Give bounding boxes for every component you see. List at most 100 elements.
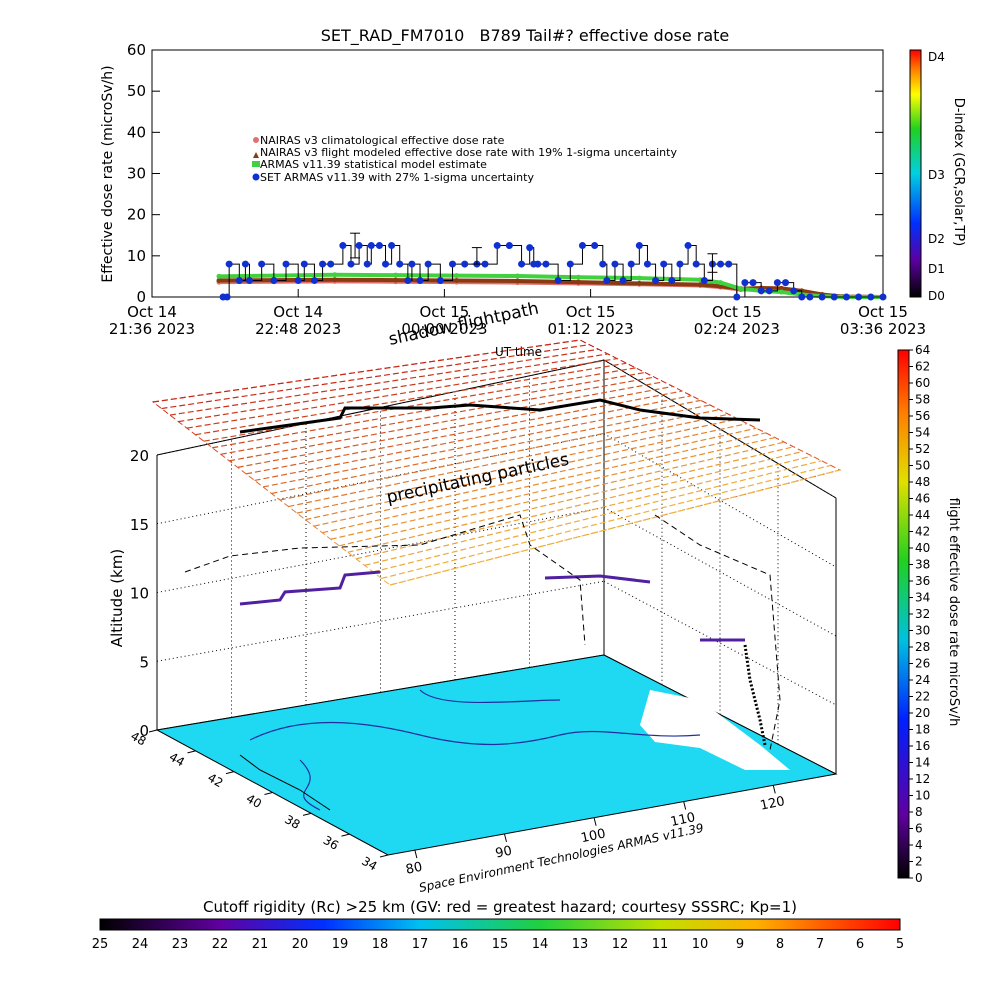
data-point	[603, 277, 611, 285]
legend-marker	[252, 173, 260, 181]
data-point	[355, 242, 363, 250]
data-point	[436, 277, 444, 285]
data-point	[790, 287, 798, 295]
colorbar-tick-label: 8	[776, 937, 784, 952]
altitude-tick-label: 15	[130, 516, 149, 534]
y-axis-label: Effective dose rate (microSv/h)	[100, 65, 116, 282]
plane-hatch-line	[296, 418, 738, 514]
data-point	[505, 242, 513, 250]
colorbar-tick-label: 52	[915, 442, 930, 456]
data-point	[270, 277, 278, 285]
colorbar-ticks: 25 24 23 22 21 20 19 18 17 16 15 14 13 12 11 10 9 8 7 6 5	[92, 937, 904, 952]
flightpath-3d-plot: shadow flightpath precipitating particle…	[108, 299, 842, 895]
plane-hatch-line	[305, 422, 748, 521]
lat-tick-label: 38	[282, 812, 302, 832]
lon-tick-label: 90	[494, 843, 513, 861]
longitude-ticks: 80 90 100 110 120	[405, 785, 786, 878]
lat-tick-mark	[187, 750, 196, 754]
plane-hatch-line	[356, 450, 803, 560]
altitude-ticks: 0 5 10 15 20	[130, 447, 149, 740]
lon-tick-label: 80	[405, 860, 424, 878]
plane-hatch-line	[237, 385, 673, 468]
legend-item-set-armas: SET ARMAS v11.39 with 27% 1-sigma uncert…	[252, 171, 534, 184]
x-tick-label: Oct 15	[712, 303, 762, 321]
data-point	[388, 242, 396, 250]
colorbar-tick-label: 62	[915, 360, 930, 374]
gridline	[603, 507, 837, 637]
border-lines	[249, 689, 701, 811]
data-point	[806, 293, 814, 301]
data-point	[241, 260, 249, 268]
lat-tick-mark	[148, 729, 158, 733]
data-point	[393, 272, 399, 278]
data-point	[424, 260, 432, 268]
plane-hatch-line	[381, 464, 831, 580]
colorbar-tick-label: 40	[915, 541, 930, 555]
data-point	[879, 293, 887, 301]
lat-tick-label: 36	[321, 833, 341, 853]
dose-rate-colorbar: 0246810121416182022242628303234363840424…	[897, 343, 961, 885]
y-tick-label: 40	[127, 123, 146, 141]
lon-tick-mark	[772, 785, 776, 794]
x-tick-label: Oct 14	[273, 303, 323, 321]
colorbar-tick-label: 54	[915, 426, 930, 440]
data-point	[773, 279, 781, 287]
plane-hatch-line	[389, 469, 841, 586]
gridline	[603, 359, 837, 499]
plane-hatch-line	[212, 371, 646, 449]
data-point	[515, 278, 520, 284]
x-axis-label-ut: UT time	[495, 345, 542, 359]
data-point	[855, 293, 863, 301]
colorbar-tick-label: 30	[915, 624, 930, 638]
data-point	[599, 260, 607, 268]
data-point	[454, 273, 460, 279]
plane-hatch-line	[372, 460, 822, 573]
lon-tick-label: 110	[669, 810, 696, 830]
lat-tick-label: 44	[167, 750, 187, 770]
lon-tick-mark	[593, 817, 597, 826]
gridline	[603, 433, 837, 568]
plane-hatch-line	[169, 348, 599, 416]
shadow-flightpath-line	[239, 398, 761, 434]
colorbar-tick-label: 26	[915, 657, 930, 671]
data-point	[461, 260, 469, 268]
map-ground	[155, 654, 838, 856]
data-point	[718, 280, 724, 286]
plane-hatch-line	[279, 409, 720, 501]
legend-marker	[252, 161, 260, 167]
data-point	[554, 277, 562, 285]
plane-hatch-line	[186, 357, 618, 429]
error-bars	[350, 232, 718, 273]
data-point	[830, 293, 838, 301]
flightpath-projection	[184, 514, 781, 751]
x-tick-label: Oct 15	[566, 303, 616, 321]
data-point	[319, 260, 327, 268]
colorbar-tick-label: 58	[915, 393, 930, 407]
colorbar-tick-label: 34	[915, 591, 930, 605]
legend: NAIRAS v3 climatological effective dose …	[252, 134, 677, 184]
data-point	[643, 260, 651, 268]
data-point	[842, 293, 850, 301]
x-tick-label: 00:00 2023	[401, 320, 487, 338]
data-point	[300, 260, 308, 268]
plane-hatch-line	[178, 353, 608, 423]
altitude-tick-label: 10	[130, 585, 149, 603]
colorbar-tick-label: 11	[652, 937, 669, 952]
data-point	[725, 260, 733, 268]
lon-tick-mark	[503, 833, 507, 843]
plane-hatch-line	[161, 344, 590, 410]
data-point	[347, 260, 355, 268]
y-tick-label: 30	[127, 165, 146, 183]
chart-title: SET_RAD_FM7010 B789 Tail#? effective dos…	[321, 26, 730, 46]
colorbar-tick-label: 20	[292, 937, 309, 952]
colorbar-tick-label: 19	[332, 937, 349, 952]
x-tick-label: 21:36 2023	[109, 320, 195, 338]
plane-hatch-line	[347, 446, 794, 553]
data-point	[339, 242, 347, 250]
colorbar-tick-label: 12	[612, 937, 629, 952]
data-point	[375, 242, 383, 250]
lon-tick-mark	[414, 850, 418, 859]
colorbar-tick-label: 36	[915, 574, 930, 588]
colorbar-tick-label: 21	[252, 937, 269, 952]
